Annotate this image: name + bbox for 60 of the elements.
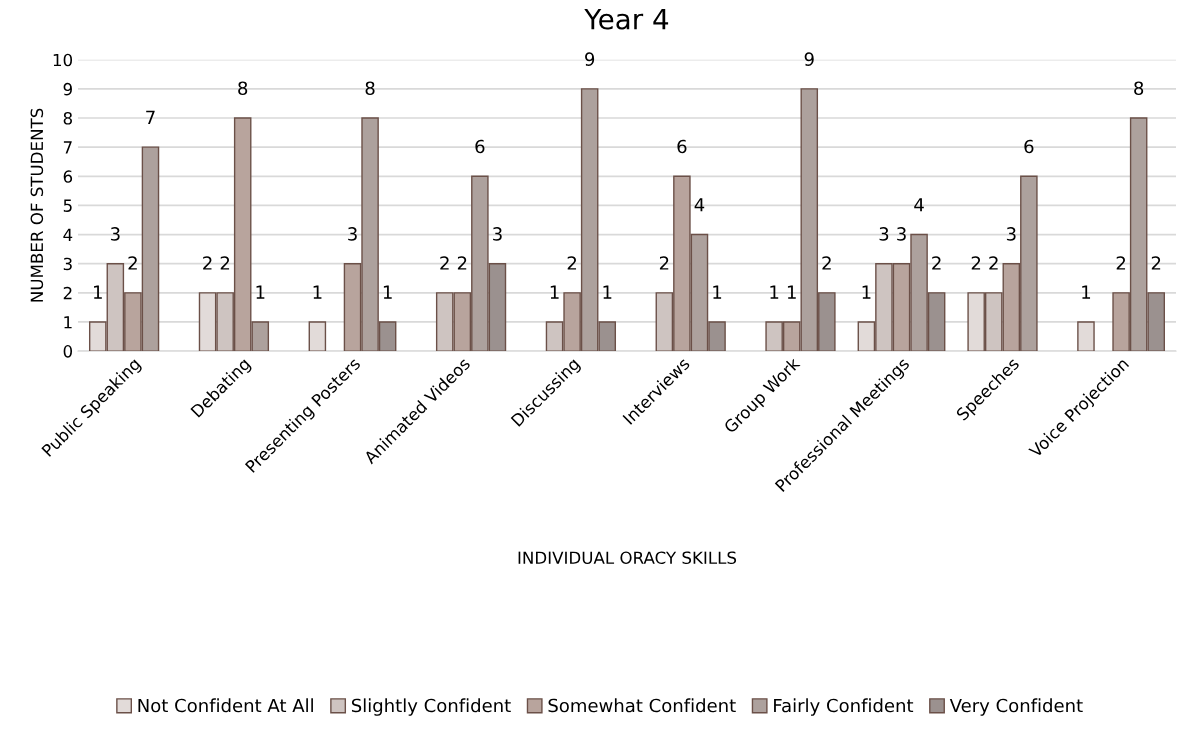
data-label: 2 bbox=[822, 256, 831, 270]
data-label: 1 bbox=[787, 285, 796, 299]
data-label: 2 bbox=[989, 256, 998, 270]
y-axis-title: NUMBER OF STUDENTS bbox=[30, 108, 44, 302]
data-label: 3 bbox=[897, 227, 906, 241]
y-tick-label: 9 bbox=[63, 82, 72, 96]
data-label: 3 bbox=[348, 227, 357, 241]
legend-label: Fairly Confident bbox=[774, 698, 914, 716]
data-label: 2 bbox=[971, 256, 981, 270]
legend-label: Somewhat Confident bbox=[548, 698, 736, 713]
y-tick-label: 1 bbox=[64, 316, 72, 329]
data-label: 2 bbox=[659, 256, 669, 270]
y-tick-label: 3 bbox=[63, 257, 72, 271]
y-tick-label: 0 bbox=[63, 345, 73, 358]
data-label: 2 bbox=[1151, 256, 1161, 270]
data-label: 2 bbox=[203, 256, 212, 270]
y-tick-label: 7 bbox=[63, 141, 72, 154]
y-tick-label: 5 bbox=[63, 199, 72, 212]
legend-label: Not Confident At All bbox=[138, 698, 313, 713]
y-tick-label: 4 bbox=[63, 228, 73, 241]
chart-title: Year 4 bbox=[584, 8, 669, 30]
data-label: 2 bbox=[1116, 256, 1126, 270]
data-label: 4 bbox=[694, 198, 705, 212]
data-label: 1 bbox=[603, 285, 612, 299]
data-label: 2 bbox=[457, 256, 467, 270]
data-label: 4 bbox=[914, 198, 924, 212]
y-tick-label: 6 bbox=[63, 170, 73, 183]
data-label: 2 bbox=[567, 256, 577, 270]
legend-label: Slightly Confident bbox=[351, 698, 511, 716]
y-tick-label: 8 bbox=[63, 111, 72, 125]
data-label: 6 bbox=[475, 139, 485, 154]
data-label: 8 bbox=[1134, 81, 1144, 96]
data-label: 3 bbox=[493, 227, 502, 241]
data-label: 3 bbox=[110, 227, 120, 241]
data-label: 2 bbox=[128, 256, 137, 270]
data-label: 3 bbox=[1006, 227, 1016, 241]
data-label: 8 bbox=[365, 81, 375, 96]
data-label: 3 bbox=[879, 227, 889, 241]
data-label: 1 bbox=[313, 285, 322, 299]
data-label: 2 bbox=[440, 256, 449, 270]
data-label: 8 bbox=[238, 81, 248, 96]
data-label: 7 bbox=[146, 110, 155, 124]
legend-label: Very Confident bbox=[949, 698, 1083, 716]
x-axis-title: INDIVIDUAL ORACY SKILLS bbox=[518, 551, 737, 565]
data-label: 2 bbox=[220, 256, 230, 270]
data-label: 1 bbox=[770, 285, 779, 299]
data-label: 1 bbox=[862, 285, 871, 299]
data-label: 1 bbox=[256, 285, 265, 299]
data-label: 2 bbox=[932, 256, 941, 270]
y-tick-label: 10 bbox=[53, 53, 73, 67]
data-label: 1 bbox=[713, 285, 722, 299]
data-label: 6 bbox=[677, 139, 687, 154]
data-label: 6 bbox=[1024, 139, 1034, 154]
data-label: 9 bbox=[804, 52, 814, 66]
data-label: 1 bbox=[550, 285, 559, 299]
y-tick-label: 2 bbox=[63, 286, 72, 300]
data-label: 1 bbox=[383, 285, 392, 299]
data-label: 1 bbox=[94, 285, 102, 299]
data-label: 9 bbox=[585, 52, 595, 66]
data-label: 1 bbox=[1082, 285, 1091, 299]
